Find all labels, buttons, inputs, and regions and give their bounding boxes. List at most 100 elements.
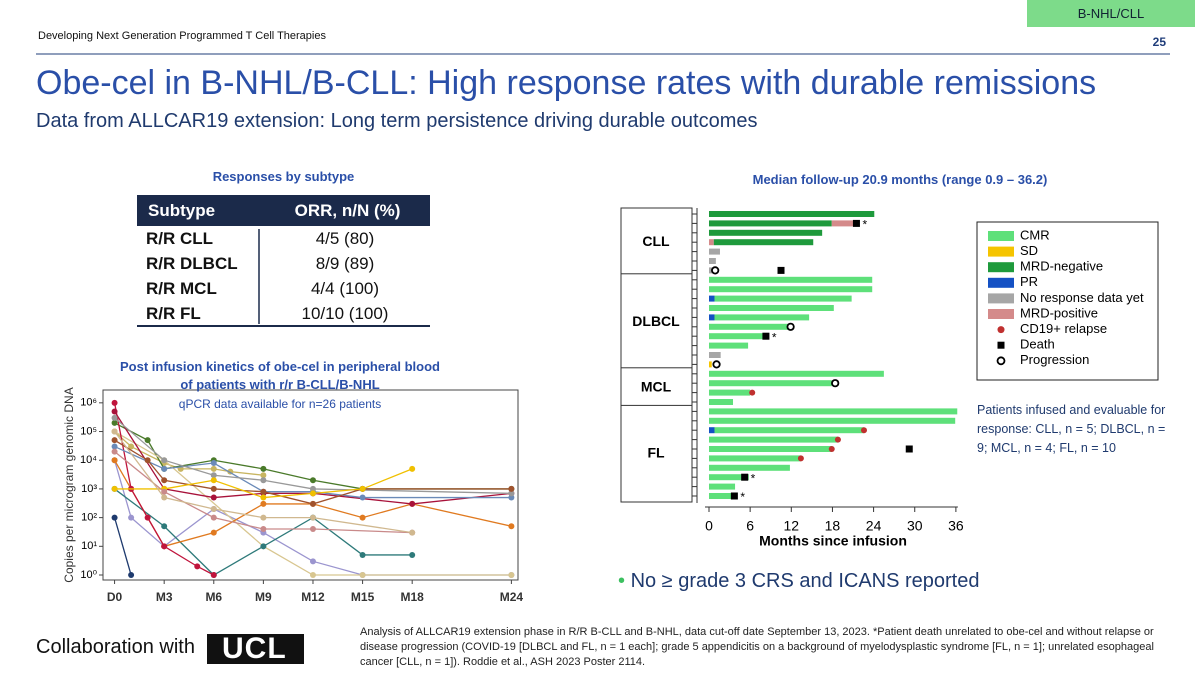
table-cell: 8/9 (89): [315, 254, 375, 273]
event-note: *: [740, 490, 745, 504]
data-point: [111, 448, 118, 455]
progression-marker: [786, 322, 795, 331]
data-point: [309, 572, 316, 579]
legend-swatch: [988, 309, 1014, 319]
kinetics-title: Post infusion kinetics of obe-cel in per…: [120, 359, 440, 392]
group-label: DLBCL: [632, 313, 680, 329]
data-point: [409, 551, 416, 558]
data-point: [161, 543, 168, 550]
bar-segment: [709, 427, 715, 434]
y-tick-label: 10⁰: [80, 569, 97, 581]
relapse-marker: [749, 389, 756, 396]
event-note: *: [751, 471, 756, 485]
data-point: [111, 443, 118, 450]
x-tick-label: 18: [825, 518, 841, 534]
y-tick-label: 10⁴: [80, 454, 97, 466]
data-point: [309, 558, 316, 565]
data-point: [194, 563, 201, 570]
legend-swatch: [988, 293, 1014, 304]
bar-segment: [709, 408, 958, 415]
table-cell: R/R MCL: [146, 279, 217, 298]
logo-box: [207, 634, 304, 664]
event-note: *: [772, 330, 777, 344]
data-point: [210, 572, 217, 579]
y-tick-label: 10⁶: [80, 397, 97, 409]
bar-segment: [713, 239, 814, 246]
data-point: [309, 477, 316, 484]
data-point: [111, 514, 118, 521]
bar-segment: [714, 295, 852, 302]
data-point: [508, 490, 515, 497]
group-label: FL: [647, 444, 665, 460]
legend-swatch: [988, 277, 1014, 288]
relapse-marker: [828, 446, 835, 452]
bar-segment: [709, 399, 734, 405]
legend-swatch: [988, 262, 1014, 273]
table-header: ORR, n/N (%): [294, 201, 401, 220]
series-line: [114, 417, 512, 495]
deck-title: Developing Next Generation Programmed T …: [38, 30, 326, 42]
data-point: [359, 494, 366, 501]
data-point: [161, 477, 168, 484]
x-tick-label: M15: [351, 590, 375, 604]
x-tick-label: D0: [107, 590, 123, 604]
bar-segment: [709, 352, 721, 358]
data-point: [260, 477, 267, 484]
bullet: • No ≥ grade 3 CRS and ICANS reported: [618, 570, 980, 592]
legend-swatch: [988, 246, 1014, 257]
table-cell: R/R CLL: [146, 229, 214, 248]
series-line: [113, 460, 512, 576]
data-point: [111, 408, 118, 415]
bar-segment: [709, 276, 873, 283]
bar-segment: [709, 248, 720, 255]
death-marker: [762, 332, 770, 340]
bar-segment: [709, 220, 832, 227]
legend-label: Death: [1020, 337, 1055, 352]
bar-segment: [709, 380, 832, 387]
data-point: [309, 526, 316, 533]
data-point: [210, 460, 217, 467]
progression-marker: [831, 379, 840, 388]
series-line: [113, 517, 132, 576]
bar-segment: [714, 314, 810, 321]
x-tick-label: 12: [784, 518, 800, 534]
data-point: [260, 472, 267, 479]
y-axis-label: Copies per microgram genomic DNA: [62, 387, 76, 582]
plot-frame: [102, 389, 519, 581]
bar-segment: [709, 493, 736, 499]
y-tick-label: 10³: [81, 483, 97, 495]
bar-segment: [709, 417, 956, 424]
bar-segment: [709, 314, 715, 321]
x-tick-label: 24: [866, 518, 882, 534]
bar-segment: [709, 455, 801, 462]
data-point: [128, 443, 135, 450]
data-point: [260, 488, 267, 495]
bar-segment: [709, 474, 749, 481]
bar-segment: [714, 427, 864, 434]
bar-segment: [709, 446, 832, 452]
bar-segment: [709, 342, 749, 349]
bar-segment: [709, 323, 790, 330]
data-point: [409, 465, 416, 472]
data-point: [260, 543, 267, 550]
legend-swatch: [996, 356, 1006, 366]
death-marker: [741, 473, 749, 481]
data-point: [309, 490, 316, 497]
data-point: [260, 514, 267, 521]
data-point: [260, 500, 267, 507]
progression-marker: [712, 360, 721, 369]
bar-segment: [709, 286, 873, 293]
swimmer-title: Median follow-up 20.9 months (range 0.9 …: [752, 172, 1048, 187]
footnote: Analysis of ALLCAR19 extension phase in …: [360, 626, 1154, 668]
data-point: [508, 572, 515, 579]
data-point: [359, 551, 366, 558]
x-tick-label: 0: [705, 518, 713, 534]
data-point: [111, 428, 118, 435]
series-line: [114, 430, 512, 576]
y-tick-label: 10¹: [81, 540, 97, 552]
data-point: [210, 477, 217, 484]
bar-segment: [831, 220, 854, 227]
death-marker: [905, 445, 913, 453]
data-point: [309, 514, 316, 521]
group-label: CLL: [642, 233, 670, 249]
